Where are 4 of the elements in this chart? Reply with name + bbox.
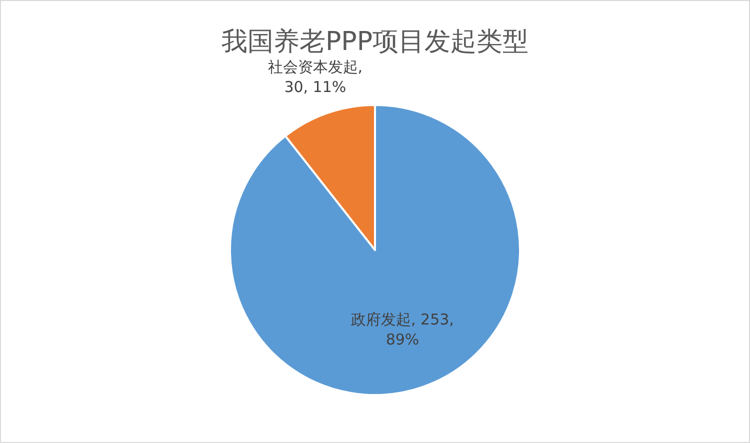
slice-label: 社会资本发起, 30, 11% bbox=[268, 58, 363, 96]
chart-title: 我国养老PPP项目发起类型 bbox=[221, 27, 529, 57]
pie-slice bbox=[229, 104, 521, 396]
slice-label: 政府发起, 253, 89% bbox=[351, 310, 454, 348]
